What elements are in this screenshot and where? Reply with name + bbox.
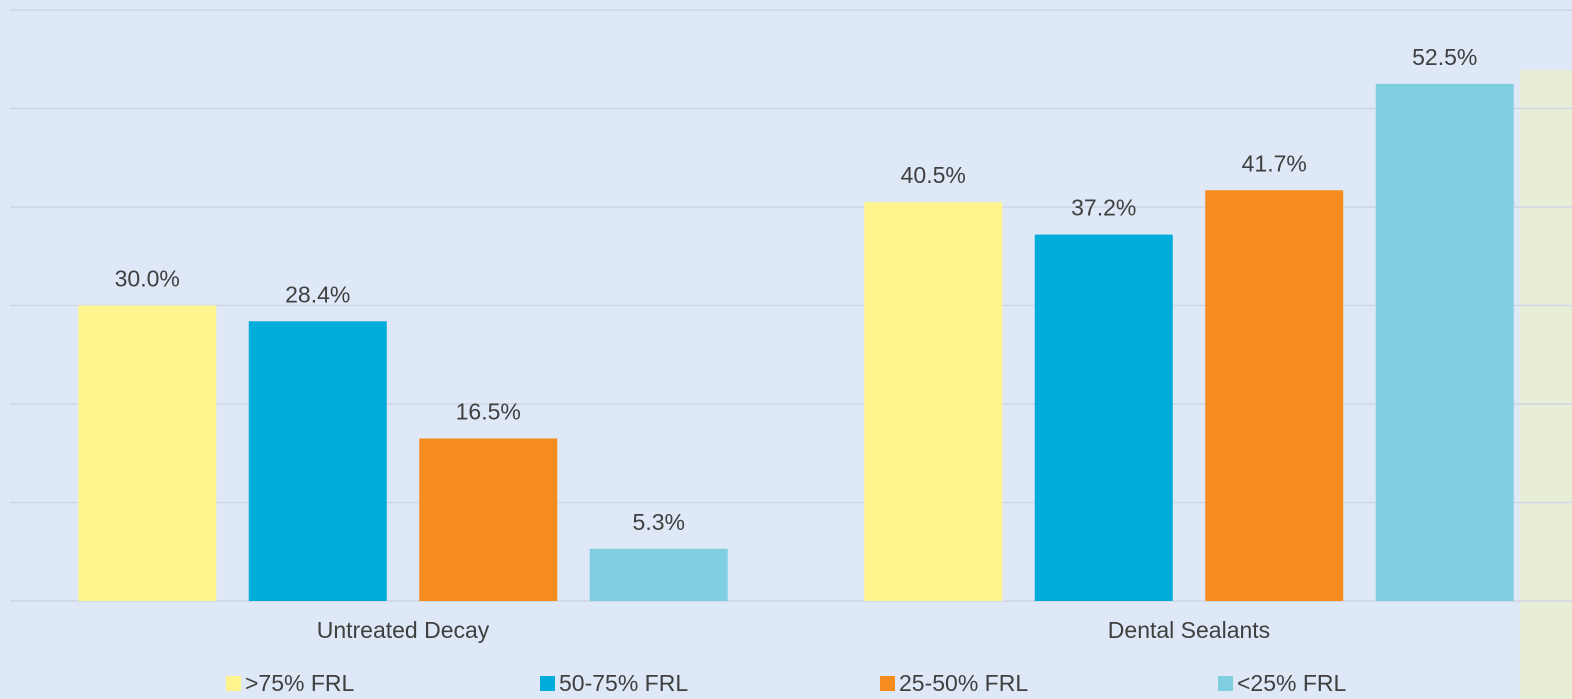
data-label: 52.5%	[1412, 44, 1477, 70]
bar	[1205, 190, 1344, 601]
legend-swatch	[1218, 676, 1233, 691]
bar	[248, 321, 387, 601]
data-label: 30.0%	[115, 266, 180, 292]
side-panel	[1520, 70, 1572, 699]
data-label: 40.5%	[901, 162, 966, 188]
data-label: 37.2%	[1071, 195, 1136, 221]
bar	[1034, 234, 1173, 601]
bar	[589, 548, 728, 601]
legend-label: 25-50% FRL	[899, 670, 1028, 696]
bar	[78, 305, 217, 601]
legend-swatch	[226, 676, 241, 691]
legend-label: >75% FRL	[245, 670, 355, 696]
bar	[864, 202, 1003, 601]
legend-label: <25% FRL	[1237, 670, 1347, 696]
x-tick-label: Dental Sealants	[1108, 617, 1270, 643]
data-label: 5.3%	[633, 509, 685, 535]
legend-swatch	[880, 676, 895, 691]
legend-swatch	[540, 676, 555, 691]
data-label: 41.7%	[1242, 150, 1307, 176]
bar	[1375, 83, 1514, 601]
bar	[419, 438, 558, 601]
x-tick-label: Untreated Decay	[317, 617, 490, 643]
data-label: 28.4%	[285, 281, 350, 307]
legend-label: 50-75% FRL	[559, 670, 688, 696]
data-label: 16.5%	[456, 399, 521, 425]
